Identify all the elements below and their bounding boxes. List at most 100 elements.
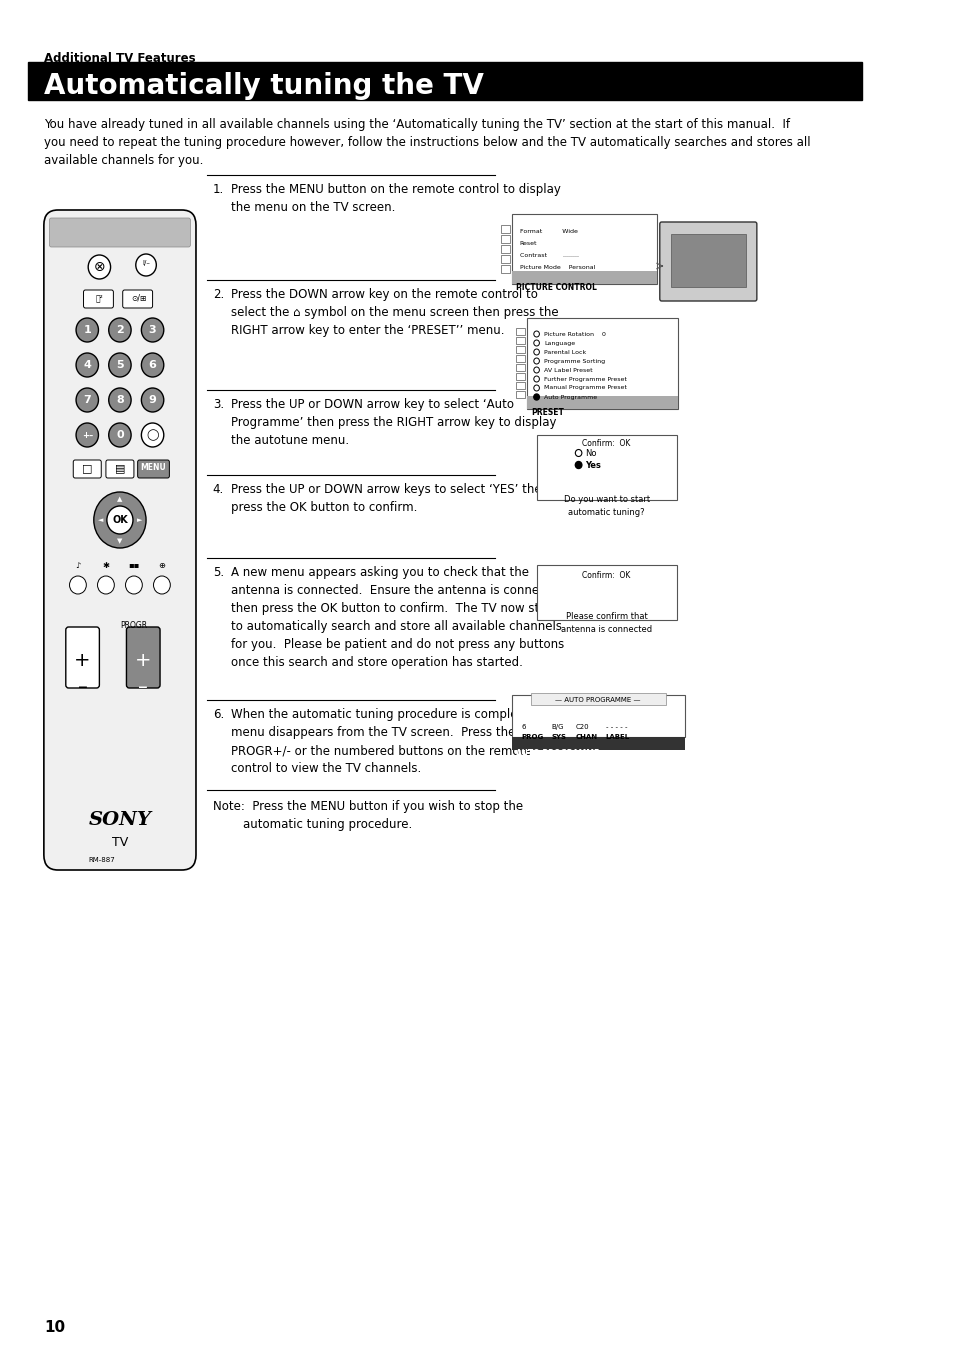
Text: ◄: ◄ bbox=[97, 517, 103, 523]
Circle shape bbox=[534, 349, 538, 355]
Text: 4.: 4. bbox=[213, 484, 224, 496]
Text: 10: 10 bbox=[44, 1320, 65, 1335]
Text: 6: 6 bbox=[149, 359, 156, 370]
Text: RM-887: RM-887 bbox=[88, 857, 114, 863]
Text: Format          Wide: Format Wide bbox=[519, 230, 578, 234]
Text: –: – bbox=[77, 678, 88, 697]
Text: - - - - -: - - - - - bbox=[605, 724, 626, 730]
Text: Please confirm that
antenna is connected: Please confirm that antenna is connected bbox=[560, 612, 652, 634]
Text: Parental Lock: Parental Lock bbox=[543, 350, 586, 354]
Bar bbox=[516, 355, 525, 362]
Circle shape bbox=[141, 388, 164, 412]
Circle shape bbox=[141, 317, 164, 342]
Circle shape bbox=[76, 353, 98, 377]
FancyBboxPatch shape bbox=[137, 459, 170, 478]
Text: 0: 0 bbox=[116, 430, 124, 440]
Text: Press the UP or DOWN arrow keys to select ‘YES’ then
press the OK button to conf: Press the UP or DOWN arrow keys to selec… bbox=[232, 484, 549, 513]
Text: Reset: Reset bbox=[519, 240, 537, 246]
Text: PRESET: PRESET bbox=[531, 408, 563, 417]
Text: ✱: ✱ bbox=[102, 561, 110, 570]
Text: ►: ► bbox=[136, 517, 142, 523]
Bar bbox=[516, 336, 525, 345]
Circle shape bbox=[575, 450, 581, 457]
Circle shape bbox=[76, 317, 98, 342]
Text: Manual Programme Preset: Manual Programme Preset bbox=[543, 385, 626, 390]
Text: □: □ bbox=[82, 463, 92, 473]
Text: Automatically tuning the TV: Automatically tuning the TV bbox=[44, 72, 483, 100]
Text: ♪: ♪ bbox=[75, 561, 80, 570]
Circle shape bbox=[534, 340, 538, 346]
Text: OK: OK bbox=[112, 515, 128, 526]
Circle shape bbox=[93, 492, 146, 549]
Circle shape bbox=[109, 353, 131, 377]
Circle shape bbox=[141, 423, 164, 447]
Text: Confirm:  OK: Confirm: OK bbox=[581, 570, 630, 580]
Circle shape bbox=[126, 576, 142, 594]
Circle shape bbox=[109, 317, 131, 342]
Circle shape bbox=[534, 376, 538, 382]
Text: 3: 3 bbox=[149, 326, 156, 335]
Text: 3.: 3. bbox=[213, 399, 224, 411]
Text: ⊙/⊞: ⊙/⊞ bbox=[131, 293, 146, 303]
Circle shape bbox=[88, 255, 111, 280]
Text: +: + bbox=[135, 650, 152, 670]
Text: Press the DOWN arrow key on the remote control to
select the ⌂ symbol on the men: Press the DOWN arrow key on the remote c… bbox=[232, 288, 558, 336]
Text: B/G: B/G bbox=[551, 724, 563, 730]
Text: 8: 8 bbox=[116, 394, 124, 405]
FancyBboxPatch shape bbox=[123, 290, 152, 308]
Bar bbox=[512, 213, 657, 284]
Text: Contrast        ........: Contrast ........ bbox=[519, 253, 578, 258]
Circle shape bbox=[534, 367, 538, 373]
Bar bbox=[527, 317, 678, 409]
Text: 1.: 1. bbox=[213, 182, 224, 196]
Text: LABEL: LABEL bbox=[605, 734, 629, 740]
Bar bbox=[500, 265, 510, 273]
Text: ◯: ◯ bbox=[146, 430, 158, 440]
Bar bbox=[512, 694, 684, 738]
Bar bbox=[500, 235, 510, 243]
Bar bbox=[536, 565, 676, 620]
FancyBboxPatch shape bbox=[659, 222, 756, 301]
Bar bbox=[516, 390, 525, 399]
Text: A new menu appears asking you to check that the
antenna is connected.  Ensure th: A new menu appears asking you to check t… bbox=[232, 566, 565, 669]
Text: TV: TV bbox=[112, 835, 128, 848]
Text: Confirm:  OK: Confirm: OK bbox=[581, 439, 630, 447]
Text: +–: +– bbox=[82, 431, 92, 439]
Text: C20: C20 bbox=[576, 724, 589, 730]
Text: CHAN: CHAN bbox=[576, 734, 598, 740]
Text: ▼: ▼ bbox=[117, 538, 123, 544]
FancyBboxPatch shape bbox=[50, 218, 191, 247]
Circle shape bbox=[534, 385, 538, 390]
Text: SYS: SYS bbox=[551, 734, 566, 740]
Text: Yes: Yes bbox=[584, 461, 600, 470]
Text: ⓪²: ⓪² bbox=[95, 293, 103, 303]
Text: Note:  Press the MENU button if you wish to stop the
        automatic tuning pr: Note: Press the MENU button if you wish … bbox=[213, 800, 522, 831]
Circle shape bbox=[135, 254, 156, 276]
Text: Auto Programme: Auto Programme bbox=[543, 394, 597, 400]
Text: Press the MENU button on the remote control to display
the menu on the TV screen: Press the MENU button on the remote cont… bbox=[232, 182, 560, 213]
FancyBboxPatch shape bbox=[66, 627, 99, 688]
Circle shape bbox=[534, 331, 538, 336]
Text: When the automatic tuning procedure is complete, the
menu disappears from the TV: When the automatic tuning procedure is c… bbox=[232, 708, 557, 775]
Text: SONY: SONY bbox=[89, 811, 152, 830]
Text: 2.: 2. bbox=[213, 288, 224, 301]
Text: AV Label Preset: AV Label Preset bbox=[543, 367, 592, 373]
Circle shape bbox=[76, 388, 98, 412]
Text: Language: Language bbox=[543, 340, 575, 346]
Text: I/–: I/– bbox=[142, 259, 150, 266]
Text: 2: 2 bbox=[116, 326, 124, 335]
Bar bbox=[28, 62, 862, 100]
Text: Programme Sorting: Programme Sorting bbox=[543, 358, 604, 363]
Bar bbox=[500, 226, 510, 232]
Circle shape bbox=[97, 576, 114, 594]
FancyBboxPatch shape bbox=[106, 459, 133, 478]
Text: 5.: 5. bbox=[213, 566, 224, 580]
Circle shape bbox=[109, 423, 131, 447]
Circle shape bbox=[534, 358, 538, 363]
FancyBboxPatch shape bbox=[73, 459, 101, 478]
Text: PICTURE CONTROL: PICTURE CONTROL bbox=[516, 282, 597, 292]
FancyBboxPatch shape bbox=[127, 627, 160, 688]
Text: ⊕: ⊕ bbox=[158, 561, 165, 570]
Text: ▲: ▲ bbox=[117, 496, 123, 503]
Text: +: + bbox=[74, 650, 91, 670]
